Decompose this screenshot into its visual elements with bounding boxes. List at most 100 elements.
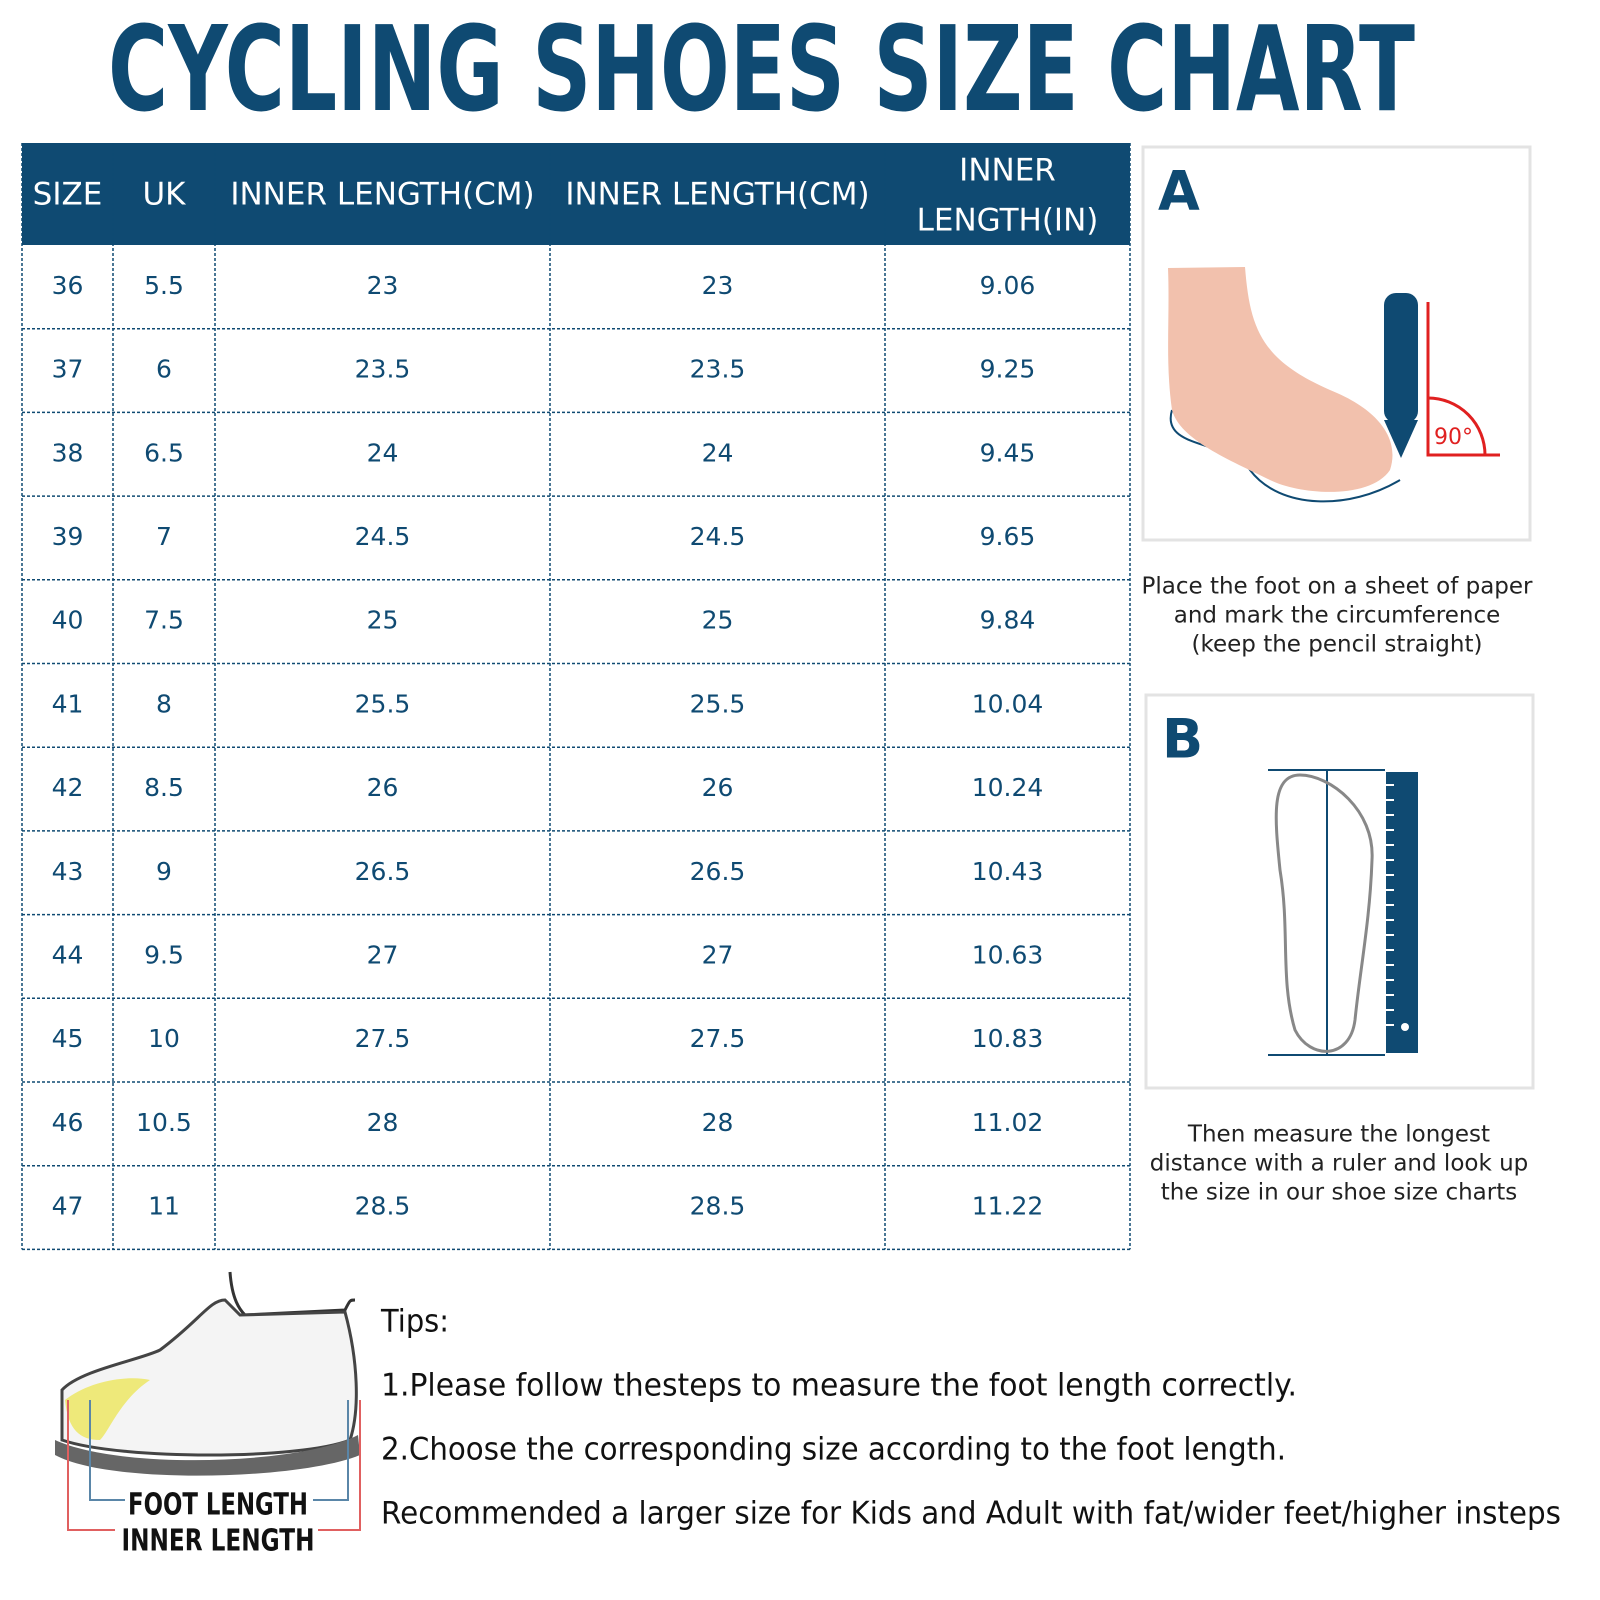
caption-line: Then measure the longest <box>1187 1122 1490 1148</box>
inner-length-label: INNER LENGTH <box>122 1524 315 1559</box>
table-cell: 10.04 <box>972 689 1044 718</box>
table-cell: 45 <box>52 1024 84 1053</box>
table-cell: 27 <box>367 940 399 969</box>
table-cell: 23 <box>367 271 399 300</box>
leg <box>228 1271 356 1317</box>
table-cell: 26.5 <box>355 857 411 886</box>
table-cell: 23 <box>702 271 734 300</box>
table-cell: 25.5 <box>690 689 746 718</box>
table-cell: 10.63 <box>972 940 1044 969</box>
foot <box>1168 267 1393 492</box>
table-cell: 36 <box>52 271 84 300</box>
table-cell: 5.5 <box>144 271 184 300</box>
table-cell: 7.5 <box>144 606 184 635</box>
foot-length-label: FOOT LENGTH <box>128 1488 308 1523</box>
inner-length-bracket <box>67 1400 361 1531</box>
table-cell: 9.25 <box>980 355 1036 384</box>
caption-line: distance with a ruler and look up <box>1150 1151 1529 1177</box>
header-cell: INNER <box>959 153 1056 189</box>
panel-a-label: A <box>1158 160 1200 223</box>
table-cell: 26 <box>367 773 399 802</box>
table-cell: 23.5 <box>690 355 746 384</box>
table-cell: 10 <box>148 1024 180 1053</box>
table-cell: 26.5 <box>690 857 746 886</box>
table-cell: 40 <box>52 606 84 635</box>
table-cell: 25.5 <box>355 689 411 718</box>
panel-a-caption: Place the foot on a sheet of paper and ma… <box>1141 574 1533 658</box>
table-cell: 9.45 <box>980 438 1036 467</box>
tip-line: 1.Please follow thesteps to measure the … <box>381 1368 1297 1404</box>
panel-b-frame <box>1144 693 1535 1090</box>
table-cell: 27.5 <box>355 1024 411 1053</box>
table-cell: 6 <box>156 355 172 384</box>
tip-line: Tips: <box>380 1304 449 1340</box>
panel-b-caption: Then measure the longest distance with a … <box>1150 1122 1529 1206</box>
title: CYCLING SHOES SIZE CHART <box>108 0 1415 138</box>
table-cell: 37 <box>52 355 84 384</box>
table-cell: 11 <box>148 1192 180 1221</box>
foot-outline <box>1274 773 1374 1053</box>
header-cell: INNER LENGTH(CM) <box>565 177 869 213</box>
header-cell: SIZE <box>33 177 103 213</box>
table-cell: 10.43 <box>972 857 1044 886</box>
table-cell: 25 <box>367 606 399 635</box>
table-cell: 26 <box>702 773 734 802</box>
table-cell: 38 <box>52 438 84 467</box>
table-cell: 44 <box>52 940 84 969</box>
caption-line: the size in our shoe size charts <box>1161 1180 1517 1206</box>
table-cell: 28 <box>702 1108 734 1137</box>
sole <box>55 1435 360 1476</box>
table-cell: 25 <box>702 606 734 635</box>
table-cell: 41 <box>52 689 84 718</box>
caption-line: and mark the circumference <box>1174 603 1501 629</box>
table-cell: 24.5 <box>355 522 411 551</box>
ruler <box>1386 772 1418 1053</box>
table-cell: 28.5 <box>355 1192 411 1221</box>
pencil <box>1384 293 1418 423</box>
table-cell: 9 <box>156 857 172 886</box>
size-table: SIZE UK INNER LENGTH(CM) INNER LENGTH(CM) IN… <box>21 143 1131 1251</box>
tip-line: Recommended a larger size for Kids and A… <box>381 1496 1561 1532</box>
table-cell: 9.65 <box>980 522 1036 551</box>
table-cell: 28.5 <box>690 1192 746 1221</box>
caption-line: (keep the pencil straight) <box>1192 632 1483 658</box>
shoe-upper <box>60 1298 358 1457</box>
right-angle <box>1426 302 1500 457</box>
foot-illustration: 90° <box>1168 267 1500 503</box>
header-cell: UK <box>142 177 186 213</box>
ruler-ticks <box>1386 784 1394 1026</box>
tip-line: 2.Choose the corresponding size accordin… <box>381 1432 1286 1468</box>
foot-length-bracket <box>89 1400 349 1501</box>
pencil-tip <box>1384 420 1418 458</box>
table-cell: 11.22 <box>972 1192 1044 1221</box>
toe-cap <box>65 1378 150 1440</box>
table-cell: 11.02 <box>972 1108 1044 1137</box>
caption-line: Place the foot on a sheet of paper <box>1141 574 1533 600</box>
table-cell: 10.83 <box>972 1024 1044 1053</box>
table-cell: 28 <box>367 1108 399 1137</box>
table-cell: 39 <box>52 522 84 551</box>
table-cell: 6.5 <box>144 438 184 467</box>
table-cell: 8.5 <box>144 773 184 802</box>
table-cell: 47 <box>52 1192 84 1221</box>
angle-arc <box>1427 396 1487 456</box>
table-cell: 9.5 <box>144 940 184 969</box>
shoe-illustration: FOOT LENGTH INNER LENGTH <box>55 1271 361 1559</box>
table-cell: 46 <box>52 1108 84 1137</box>
table-cell: 27.5 <box>690 1024 746 1053</box>
table-cell: 10.24 <box>972 773 1044 802</box>
table-cell: 8 <box>156 689 172 718</box>
header-cell: LENGTH(IN) <box>917 203 1099 239</box>
header-cell: INNER LENGTH(CM) <box>230 177 534 213</box>
table-cell: 24.5 <box>690 522 746 551</box>
table-cell: 23.5 <box>355 355 411 384</box>
tips: Tips: 1.Please follow thesteps to measure… <box>380 1304 1561 1532</box>
table-cell: 43 <box>52 857 84 886</box>
table-cell: 7 <box>156 522 172 551</box>
table-cell: 24 <box>702 438 734 467</box>
table-cell: 42 <box>52 773 84 802</box>
table-cell: 24 <box>367 438 399 467</box>
table-cell: 9.06 <box>980 271 1036 300</box>
table-header-bg <box>22 143 1130 245</box>
